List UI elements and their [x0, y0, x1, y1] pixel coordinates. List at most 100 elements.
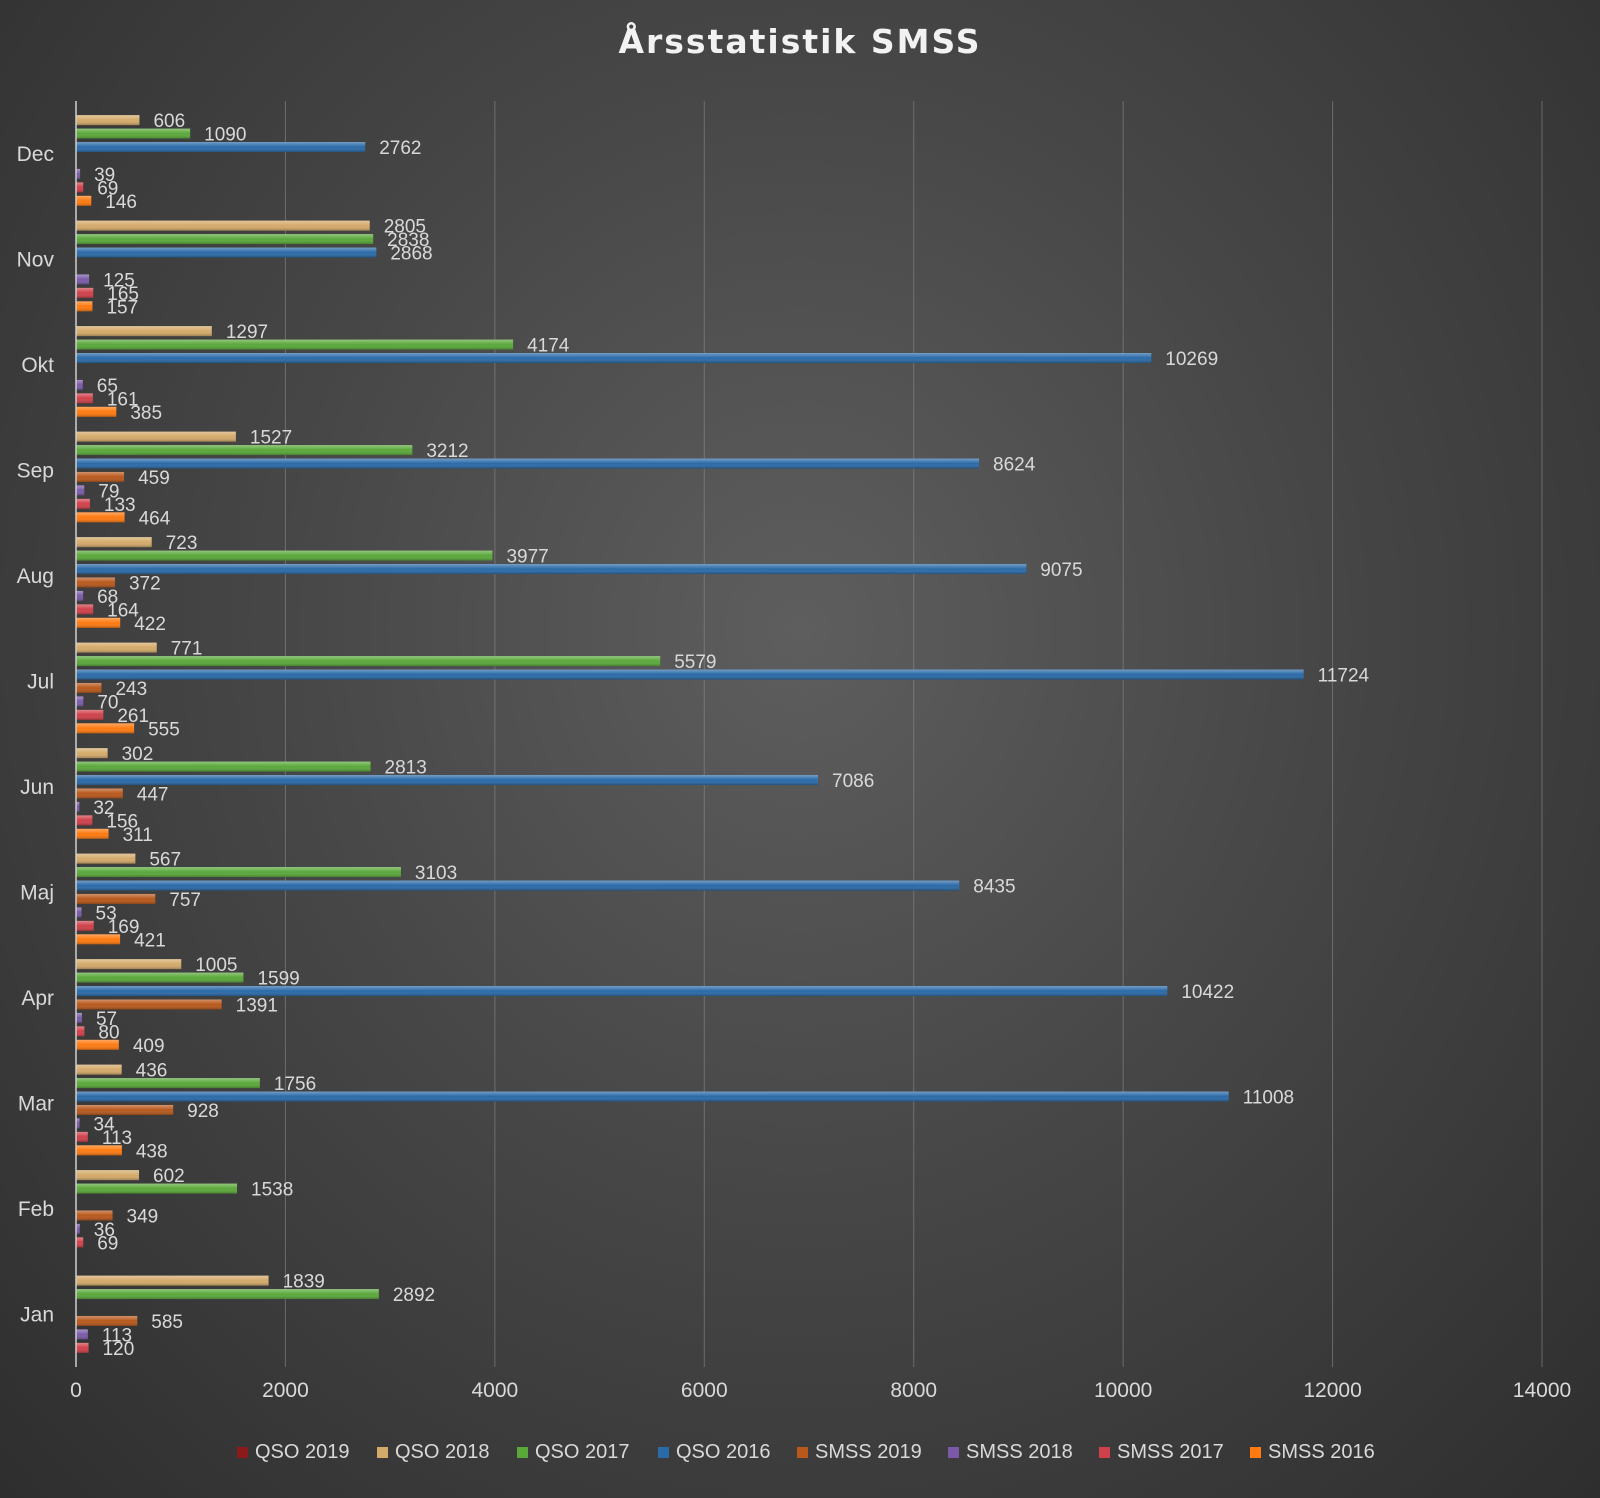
data-label: 606 [153, 111, 185, 132]
bar-shine [76, 1026, 85, 1037]
bar-shine [76, 1170, 140, 1181]
data-label: 156 [106, 811, 138, 832]
data-label: 146 [105, 192, 137, 213]
data-label: 32 [93, 798, 114, 819]
bar-shine [76, 379, 83, 390]
data-label: 3103 [415, 863, 457, 884]
bar-shine [76, 564, 1027, 575]
data-label: 36 [94, 1220, 115, 1241]
data-label: 757 [169, 890, 201, 911]
data-label: 447 [137, 784, 169, 805]
bar-shine [76, 128, 191, 139]
y-tick-label: Nov [17, 248, 55, 271]
legend-label: QSO 2019 [255, 1441, 350, 1463]
data-label: 157 [106, 297, 138, 318]
data-label: 80 [98, 1022, 119, 1043]
data-label: 459 [138, 468, 170, 489]
bar-shine [76, 867, 401, 878]
data-label: 69 [97, 178, 118, 199]
data-label: 771 [171, 639, 203, 660]
data-label: 120 [103, 1339, 135, 1360]
bar-shine [76, 1315, 138, 1326]
x-tick-label: 14000 [1513, 1379, 1571, 1402]
data-label: 1756 [274, 1074, 316, 1095]
bar-shine [76, 1342, 89, 1353]
legend-swatch [1250, 1447, 1261, 1458]
bar-shine [76, 353, 1152, 364]
data-label: 10422 [1181, 982, 1234, 1003]
data-label: 1527 [250, 428, 292, 449]
y-tick-label: Mar [18, 1092, 54, 1115]
bar-shine [76, 287, 94, 298]
x-tick-label: 0 [70, 1379, 82, 1402]
x-tick-label: 6000 [681, 1379, 728, 1402]
y-tick-label: Okt [21, 354, 54, 377]
data-label: 438 [136, 1141, 168, 1162]
bar-shine [76, 274, 90, 285]
data-label: 421 [134, 930, 166, 951]
bar-shine [76, 907, 82, 918]
legend-swatch [1099, 1447, 1110, 1458]
data-labels: 1839289258511312060215383493669436175611… [93, 111, 1369, 1360]
bar-shine [76, 1210, 113, 1221]
bar-shine [76, 247, 377, 258]
data-label: 9075 [1040, 560, 1082, 581]
data-label: 4174 [527, 336, 570, 357]
legend-label: QSO 2017 [535, 1441, 630, 1463]
data-label: 133 [104, 495, 136, 516]
bar-shine [76, 696, 84, 707]
bar-shine [76, 431, 236, 442]
data-label: 5579 [674, 652, 716, 673]
bar-shine [76, 828, 109, 839]
bar-shine [76, 959, 182, 970]
data-label: 11008 [1243, 1088, 1294, 1109]
bar-shine [76, 656, 661, 667]
bar-shine [76, 1039, 119, 1050]
bar-shine [76, 1329, 88, 1340]
legend-label: SMSS 2019 [815, 1441, 922, 1463]
chart-title: Årsstatistik SMSS [618, 22, 982, 61]
data-label: 10269 [1165, 349, 1218, 370]
data-label: 53 [96, 903, 117, 924]
bar-shine [76, 853, 136, 864]
data-label: 2762 [379, 138, 421, 159]
data-label: 385 [130, 403, 162, 424]
bars [76, 115, 1304, 1353]
legend: QSO 2019 QSO 2018 QSO 2017 QSO 2016 SMSS 201… [237, 1441, 1375, 1463]
legend-swatch [797, 1447, 808, 1458]
data-label: 79 [98, 481, 119, 502]
bar-shine [76, 801, 80, 812]
data-label: 3212 [426, 441, 468, 462]
bar-shine [76, 550, 493, 561]
legend-swatch [658, 1447, 669, 1458]
data-label: 70 [97, 692, 118, 713]
data-label: 585 [151, 1312, 183, 1333]
data-label: 372 [129, 573, 161, 594]
bar-shine [76, 182, 84, 193]
bar-shine [76, 1289, 379, 1300]
data-label: 164 [107, 600, 139, 621]
bar-shine [76, 893, 156, 904]
x-tick-label: 2000 [262, 1379, 309, 1402]
data-label: 113 [102, 1128, 132, 1149]
bar-shine [76, 168, 81, 179]
data-label: 8624 [993, 455, 1036, 476]
data-label: 555 [148, 719, 180, 740]
y-tick-label: Jan [20, 1303, 54, 1326]
data-label: 68 [97, 587, 118, 608]
data-label: 1297 [226, 322, 268, 343]
bar-shine [76, 604, 94, 615]
data-label: 436 [136, 1061, 168, 1082]
bar-shine [76, 1012, 82, 1023]
bar-shine [76, 1078, 260, 1089]
bar-shine [76, 195, 92, 206]
data-label: 69 [97, 1233, 118, 1254]
y-tick-label: Sep [17, 459, 54, 482]
bar-shine [76, 1104, 174, 1115]
data-label: 34 [94, 1114, 116, 1135]
bar-shine [76, 537, 152, 548]
legend-label: SMSS 2016 [1268, 1441, 1375, 1463]
data-label: 2805 [384, 217, 426, 238]
bar-shine [76, 471, 125, 482]
